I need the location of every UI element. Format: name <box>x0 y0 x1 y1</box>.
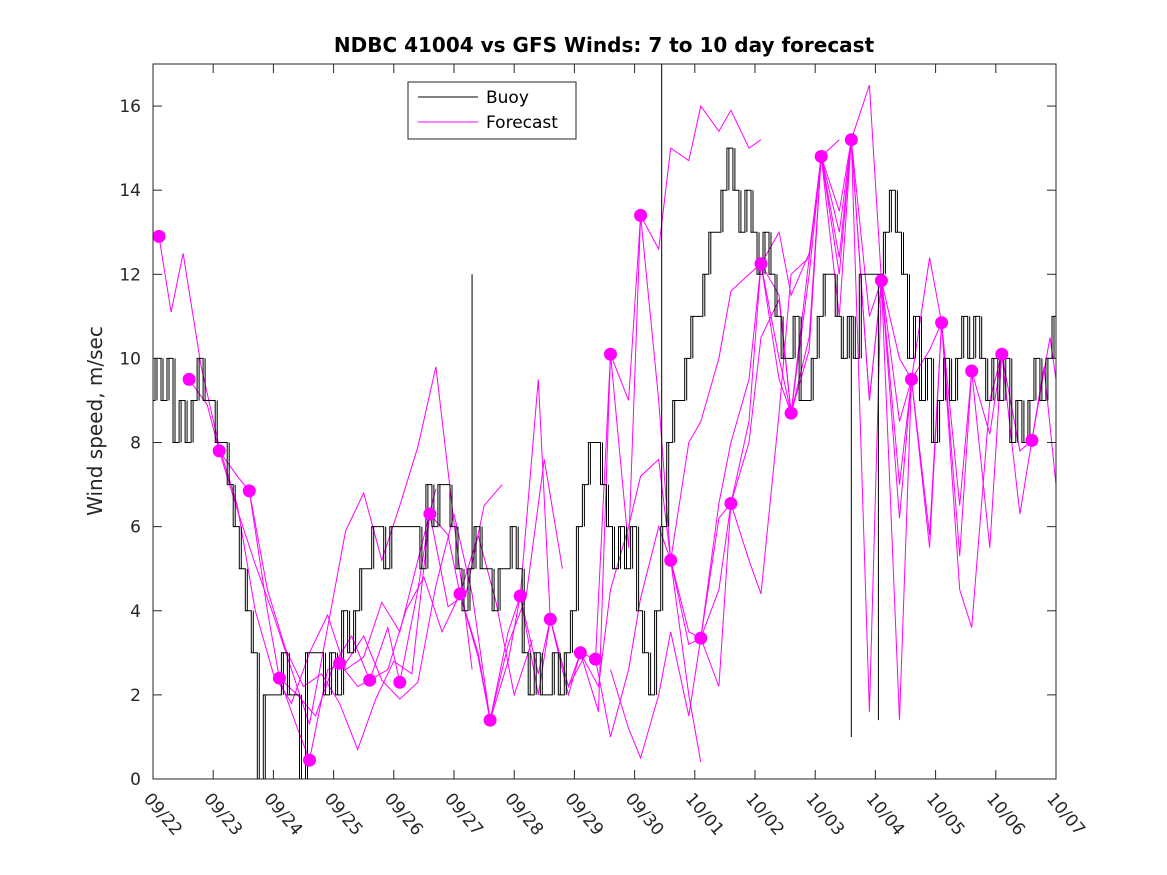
forecast-dot <box>182 372 196 386</box>
x-tick-label: 09/23 <box>199 789 246 839</box>
forecast-line-16 <box>850 139 1056 721</box>
x-tick-label: 09/26 <box>380 789 427 839</box>
x-tick-label: 09/24 <box>260 789 307 839</box>
forecast-dot <box>483 713 497 727</box>
legend: Buoy Forecast <box>407 81 577 140</box>
x-tick-label: 09/28 <box>500 789 547 839</box>
plot-frame <box>152 63 1057 780</box>
x-tick-label: 10/02 <box>741 789 788 839</box>
forecast-dot <box>153 229 166 243</box>
forecast-line-11 <box>610 139 852 760</box>
x-tick-label: 09/27 <box>440 789 487 839</box>
forecast-line-5 <box>278 459 563 762</box>
forecast-dot <box>393 675 407 689</box>
x-tick-label: 10/03 <box>801 789 848 839</box>
forecast-dot <box>604 347 617 361</box>
forecast-dot <box>694 631 708 645</box>
y-tick-label: 6 <box>130 518 141 538</box>
y-tick-label: 16 <box>119 97 141 117</box>
forecast-dot <box>814 150 828 163</box>
x-tick-label: 09/22 <box>139 789 186 839</box>
forecast-dot <box>589 652 602 666</box>
plot-area <box>153 64 1056 780</box>
y-tick-label: 8 <box>130 434 141 454</box>
forecast-dot <box>935 316 949 330</box>
x-tick-label: 10/06 <box>982 789 1029 839</box>
forecast-dot <box>724 497 738 510</box>
y-axis: 0 2 4 6 8 10 12 14 16 <box>119 97 1056 790</box>
forecast-dot <box>212 444 226 458</box>
forecast-dot <box>573 646 587 660</box>
legend-forecast-label: Forecast <box>486 113 558 133</box>
forecast-dot <box>1025 433 1039 447</box>
y-axis-label: Wind speed, m/sec <box>83 326 107 516</box>
forecast-dot <box>513 589 527 603</box>
y-tick-label: 10 <box>119 349 141 369</box>
forecast-dot <box>965 364 979 378</box>
forecast-dot <box>363 673 377 687</box>
forecast-line-12 <box>670 84 912 639</box>
forecast-dot <box>333 656 347 670</box>
forecast-dot <box>543 612 557 626</box>
x-tick-label: 09/29 <box>561 789 608 839</box>
forecast-dot <box>784 406 798 420</box>
forecast-dot <box>664 553 678 567</box>
forecast-line-3 <box>218 450 503 752</box>
forecast-dot <box>634 208 648 222</box>
x-tick-label: 10/07 <box>1042 789 1089 839</box>
forecast-line-14 <box>760 139 1003 557</box>
forecast-dot <box>303 753 316 767</box>
y-tick-label: 2 <box>130 686 141 706</box>
forecast-line-1 <box>158 236 437 705</box>
forecast-line-4 <box>248 490 533 717</box>
y-tick-label: 14 <box>119 181 141 201</box>
forecast-dot <box>995 347 1009 361</box>
x-tick-label: 10/05 <box>922 789 969 839</box>
x-tick-label: 10/01 <box>681 789 728 839</box>
y-tick-label: 12 <box>119 265 141 285</box>
y-tick-label: 4 <box>130 602 141 622</box>
forecast-dot <box>754 257 768 271</box>
forecast-dot <box>905 372 918 386</box>
forecast-line-10 <box>595 139 840 738</box>
x-tick-label: 09/25 <box>320 789 367 839</box>
forecast-line-7 <box>459 215 702 763</box>
forecast-dot <box>844 133 858 147</box>
forecast-dot <box>242 484 256 498</box>
x-tick-label: 09/30 <box>621 789 668 839</box>
forecast-dot <box>453 587 467 601</box>
forecast-dot <box>272 671 286 685</box>
forecast-dot <box>423 507 437 521</box>
forecast-line-15 <box>820 139 1056 548</box>
buoy-line <box>153 147 1056 780</box>
forecast-line-2 <box>188 366 473 725</box>
legend-box <box>407 81 577 140</box>
legend-buoy-label: Buoy <box>486 88 529 108</box>
forecast-line-9 <box>579 156 822 689</box>
forecast-dot <box>874 274 888 288</box>
y-tick-label: 0 <box>130 770 141 790</box>
x-tick-label: 10/04 <box>862 789 909 839</box>
chart-title: NDBC 41004 vs GFS Winds: 7 to 10 day for… <box>334 33 875 57</box>
